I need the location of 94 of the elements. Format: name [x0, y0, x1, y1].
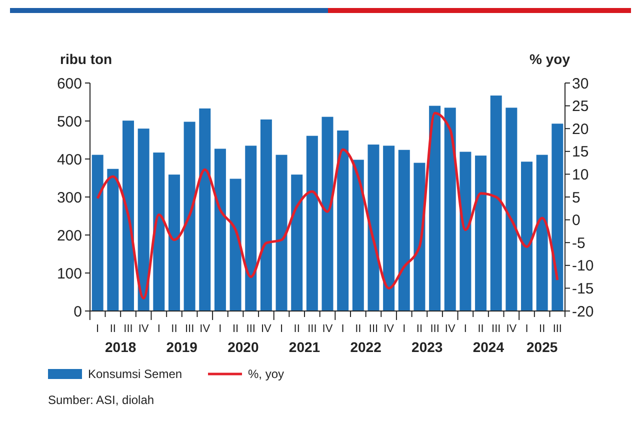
bar	[521, 162, 533, 311]
x-tick-label: I	[402, 323, 406, 335]
y-tick-label: 500	[56, 113, 82, 130]
y2-tick-label: 10	[572, 166, 589, 184]
bar	[138, 128, 150, 311]
bar	[153, 152, 165, 311]
x-tick-label: II	[539, 323, 546, 335]
text: 2021	[288, 339, 320, 355]
y-tick-label: 100	[56, 265, 82, 282]
x-tick-label: II	[416, 323, 423, 335]
bar	[552, 124, 564, 311]
bar	[536, 154, 548, 311]
bar	[368, 144, 380, 311]
bar	[352, 160, 364, 311]
bar	[383, 146, 395, 311]
bar	[230, 178, 242, 311]
bar	[429, 106, 441, 311]
x-tick-label: IV	[322, 323, 334, 335]
line-series	[96, 112, 559, 300]
bar	[506, 108, 518, 311]
bar	[460, 152, 472, 311]
x-tick-label: I	[464, 323, 467, 335]
y2-tick-label: 0	[572, 212, 580, 230]
x-tick-label: IV	[384, 323, 395, 335]
legend-label: %, yoy	[248, 367, 284, 382]
bar	[168, 174, 180, 311]
x-tick-label: II	[232, 323, 239, 335]
x-tick-label: II	[294, 323, 300, 335]
y2-tick-label: -20	[572, 303, 594, 320]
y-tick-label: 0	[74, 303, 82, 320]
bar	[291, 174, 303, 311]
x-tick-label: III	[368, 323, 378, 335]
y2-tick-label: -15	[572, 280, 594, 298]
y2-tick-label: 5	[572, 189, 580, 206]
x-tick-label: I	[280, 323, 284, 335]
x-tick-label: I	[525, 323, 528, 335]
x-tick-label: I	[218, 323, 222, 335]
x-tick-label: II	[478, 323, 484, 335]
bar	[475, 156, 487, 311]
y2-tick-label: 15	[572, 144, 589, 161]
bar	[107, 168, 119, 311]
x-tick-label: II	[110, 323, 116, 335]
y2-tick-label: -5	[572, 234, 586, 252]
bar	[490, 96, 502, 311]
text: 2018	[105, 339, 136, 355]
bar	[276, 154, 288, 311]
bar	[398, 150, 410, 311]
x-tick-label: IV	[506, 323, 518, 335]
x-tick-label: IV	[260, 323, 272, 335]
bar	[122, 120, 134, 311]
bar	[322, 116, 334, 311]
y-tick-label: 200	[56, 227, 82, 244]
y-axis-title: ribu ton	[60, 51, 112, 67]
y-tick-label: 400	[56, 151, 82, 168]
bar	[184, 122, 196, 311]
y2-tick-label: 25	[572, 98, 589, 116]
x-tick-label: III	[184, 323, 194, 335]
text: 2020	[228, 339, 259, 355]
text: 2023	[412, 339, 443, 355]
y2-tick-label: -10	[572, 258, 594, 275]
bar	[245, 146, 257, 311]
text: 2022	[350, 339, 382, 355]
y2-tick-label: 30	[572, 75, 589, 92]
text: 2019	[166, 339, 198, 355]
bar	[337, 130, 349, 311]
x-tick-label: IV	[200, 323, 211, 335]
bar	[92, 154, 104, 311]
text: 2024	[472, 339, 504, 355]
bar	[199, 108, 211, 311]
bar	[414, 162, 426, 311]
x-tick-label: III	[308, 323, 317, 335]
y2-axis-title: % yoy	[530, 51, 570, 67]
x-tick-label: III	[492, 323, 501, 335]
bar	[214, 148, 226, 311]
x-tick-label: III	[124, 323, 133, 335]
bar	[306, 136, 318, 311]
y-tick-label: 600	[56, 75, 82, 92]
x-tick-label: III	[430, 323, 440, 335]
legend-label: Konsumsi Semen	[88, 367, 182, 382]
x-tick-label: I	[157, 323, 160, 335]
y2-tick-label: 20	[572, 120, 589, 138]
x-tick-label: III	[552, 323, 562, 335]
x-tick-label: I	[96, 323, 100, 335]
x-tick-label: IV	[138, 323, 150, 335]
y-tick-label: 300	[56, 189, 82, 206]
text: Sumber: ASI, diolah	[48, 393, 154, 407]
x-tick-label: II	[355, 323, 362, 335]
bar	[260, 119, 272, 311]
x-tick-label: II	[171, 323, 178, 335]
x-tick-label: I	[341, 323, 344, 335]
x-tick-label: IV	[444, 323, 456, 335]
x-tick-label: III	[246, 323, 256, 335]
text: 2025	[526, 339, 558, 355]
bar	[444, 108, 456, 311]
